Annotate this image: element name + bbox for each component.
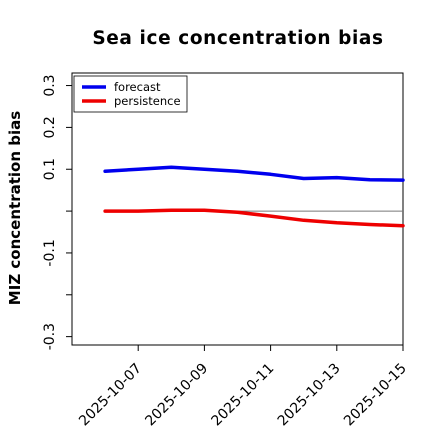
y-tick-label: 0.1 <box>42 158 58 180</box>
y-tick-label: -0.3 <box>42 323 58 350</box>
series-line-forecast <box>103 165 405 182</box>
legend-label-persistence: persistence <box>114 94 181 108</box>
x-tick-label: 2025-10-15 <box>341 361 410 430</box>
x-tick-label: 2025-10-07 <box>76 361 145 430</box>
plot-frame <box>71 72 404 346</box>
x-axis: 2025-10-072025-10-092025-10-112025-10-13… <box>76 345 410 429</box>
legend-box <box>73 75 188 113</box>
x-tick-label: 2025-10-09 <box>142 361 211 430</box>
y-tick-label: 0.2 <box>42 116 58 138</box>
series-line-persistence <box>103 208 405 228</box>
y-tick-label: 0.3 <box>42 74 58 96</box>
y-axis: -0.3 -0.1 0.1 0.2 0.3 <box>42 74 72 350</box>
x-tick-label: 2025-10-11 <box>209 361 278 430</box>
plot-area <box>71 72 405 346</box>
chart-title: Sea ice concentration bias <box>92 28 383 49</box>
legend-label-forecast: forecast <box>114 80 161 94</box>
series-layer <box>103 165 405 228</box>
x-tick-label: 2025-10-13 <box>275 361 344 430</box>
y-axis-label: MIZ concentration bias <box>6 111 24 305</box>
y-tick-label: -0.1 <box>42 239 58 266</box>
